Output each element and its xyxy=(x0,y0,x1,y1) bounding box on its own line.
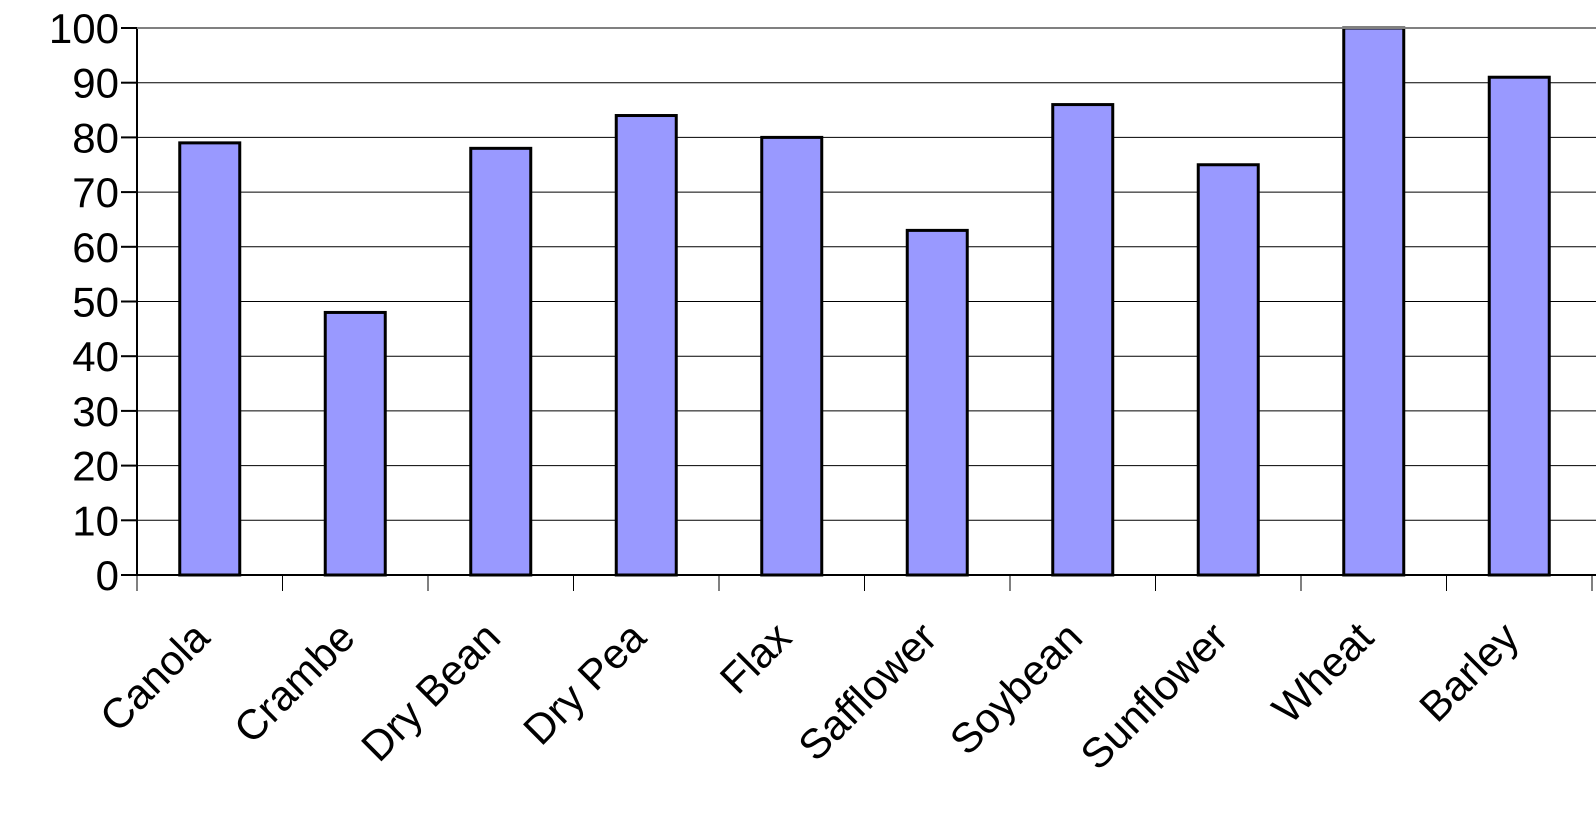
x-axis-ticks xyxy=(136,575,1593,591)
y-tick-label: 40 xyxy=(72,333,119,380)
bar xyxy=(323,310,387,577)
y-tick-label: 80 xyxy=(72,114,119,161)
x-tick-label: Wheat xyxy=(1263,613,1382,732)
x-tick-label: Soybean xyxy=(941,613,1091,763)
y-tick-label: 30 xyxy=(72,388,119,435)
bar xyxy=(1051,103,1115,577)
bar xyxy=(760,135,824,577)
x-tick-label: Safflower xyxy=(789,613,946,770)
bar xyxy=(905,228,969,577)
y-tick-label: 20 xyxy=(72,443,119,490)
bar xyxy=(1487,75,1551,577)
y-tick-label: 90 xyxy=(72,60,119,107)
bar xyxy=(1342,26,1406,577)
x-tick-label: Dry Bean xyxy=(352,613,509,770)
y-tick-label: 60 xyxy=(72,224,119,271)
bar xyxy=(469,146,533,577)
bar xyxy=(614,114,678,577)
x-tick-label: Dry Pea xyxy=(514,613,655,754)
y-tick-label: 70 xyxy=(72,169,119,216)
bar xyxy=(178,141,242,577)
bars xyxy=(178,26,1551,577)
x-tick-label: Crambe xyxy=(225,613,364,752)
x-tick-label: Canola xyxy=(91,613,219,741)
x-tick-label: Barley xyxy=(1410,613,1527,730)
x-tick-label: Flax xyxy=(711,613,800,702)
y-axis-ticks: 0 10 20 30 40 50 60 70 80 90 100 xyxy=(49,5,137,599)
y-tick-label: 50 xyxy=(72,279,119,326)
y-tick-label: 0 xyxy=(96,552,119,599)
bar xyxy=(1196,163,1260,577)
y-tick-label: 10 xyxy=(72,497,119,544)
x-tick-label: Sunflower xyxy=(1071,613,1236,778)
y-tick-label: 100 xyxy=(49,5,119,52)
